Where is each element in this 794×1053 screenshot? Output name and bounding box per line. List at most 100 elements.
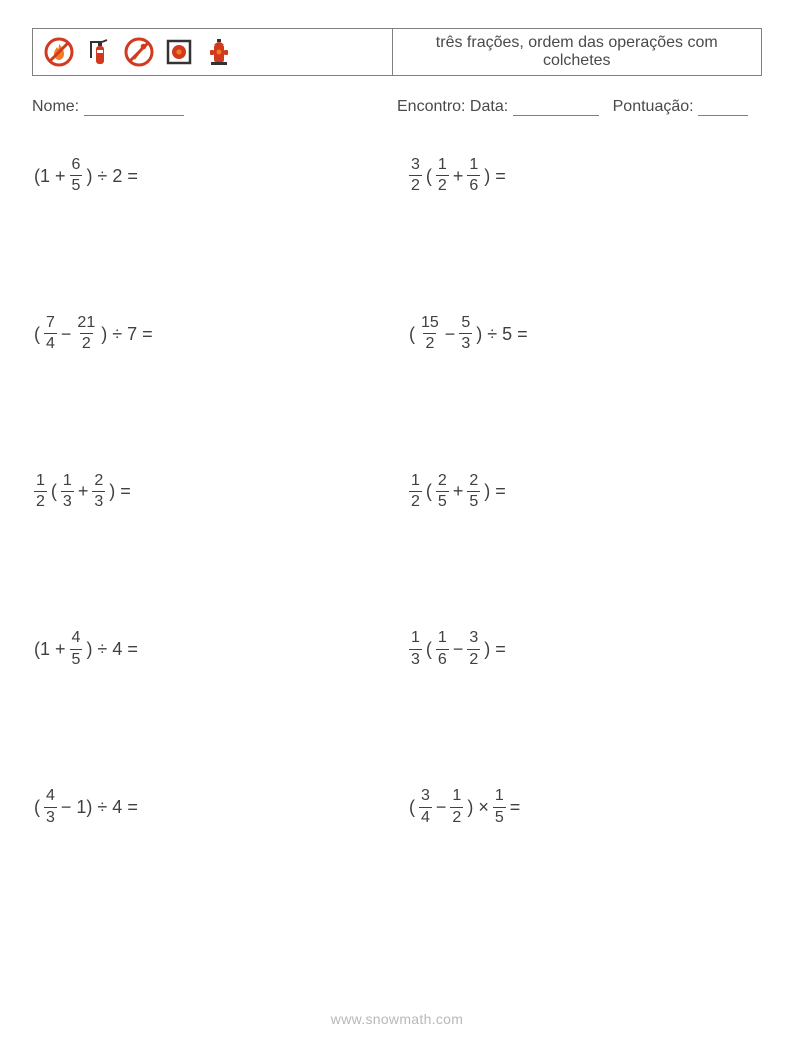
fraction-numerator: 15 <box>419 314 441 333</box>
info-right: Encontro: Data: Pontuação: <box>397 98 762 116</box>
problem-3: (74 − 212) ÷ 7 = <box>32 314 387 354</box>
fraction-denominator: 6 <box>436 649 449 669</box>
problem-10: (34 − 12) × 15 = <box>407 787 762 827</box>
expression-text: + <box>76 482 91 500</box>
fraction-numerator: 1 <box>436 629 449 648</box>
problem-8: 13(16 − 32) = <box>407 629 762 669</box>
fraction-numerator: 1 <box>34 472 47 491</box>
fraction-denominator: 3 <box>92 491 105 511</box>
fraction-numerator: 5 <box>459 314 472 333</box>
expression-text: ( <box>424 167 434 185</box>
fraction-denominator: 3 <box>459 333 472 353</box>
fraction-numerator: 1 <box>409 472 422 491</box>
fraction-numerator: 1 <box>436 156 449 175</box>
fraction: 12 <box>450 787 463 827</box>
expression-text: ) × <box>465 798 491 816</box>
expression-text: ( <box>32 325 42 343</box>
fraction: 152 <box>419 314 441 354</box>
expression-text: − <box>59 325 74 343</box>
fraction: 15 <box>493 787 506 827</box>
fraction-numerator: 3 <box>467 629 480 648</box>
fraction-denominator: 4 <box>44 333 57 353</box>
fraction-denominator: 4 <box>419 807 432 827</box>
fraction-numerator: 7 <box>44 314 57 333</box>
fraction-denominator: 5 <box>70 175 83 195</box>
expression-text: − 1) ÷ 4 = <box>59 798 140 816</box>
fraction: 45 <box>70 629 83 669</box>
fraction: 13 <box>409 629 422 669</box>
expression-text: ( <box>32 798 42 816</box>
expression-text: ) = <box>107 482 133 500</box>
fraction-denominator: 2 <box>467 649 480 669</box>
expression-text: ) ÷ 7 = <box>99 325 154 343</box>
fraction: 34 <box>419 787 432 827</box>
score-blank[interactable] <box>698 100 748 116</box>
fraction: 13 <box>61 472 74 512</box>
fraction-denominator: 3 <box>44 807 57 827</box>
fraction-numerator: 4 <box>70 629 83 648</box>
fraction-numerator: 1 <box>61 472 74 491</box>
fraction-numerator: 6 <box>70 156 83 175</box>
fraction: 12 <box>409 472 422 512</box>
expression-text: ) = <box>482 640 508 658</box>
fraction: 25 <box>467 472 480 512</box>
fraction-numerator: 2 <box>436 472 449 491</box>
worksheet-page: três frações, ordem das operações com co… <box>0 0 794 1053</box>
expression-text: ( <box>407 798 417 816</box>
expression-text: ( <box>49 482 59 500</box>
fraction-denominator: 6 <box>467 175 480 195</box>
problems-grid: (1 + 65) ÷ 2 =32(12 + 16) =(74 − 212) ÷ … <box>32 156 762 827</box>
encounter-label: Encontro: Data: <box>397 98 508 115</box>
fraction-denominator: 5 <box>467 491 480 511</box>
fraction: 212 <box>75 314 97 354</box>
date-blank[interactable] <box>513 100 599 116</box>
fire-extinguisher-icon <box>83 36 115 68</box>
fire-hydrant-icon <box>203 36 235 68</box>
expression-text: + <box>451 167 466 185</box>
fraction: 12 <box>34 472 47 512</box>
problem-7: (1 + 45) ÷ 4 = <box>32 629 387 669</box>
fraction: 25 <box>436 472 449 512</box>
problem-6: 12(25 + 25) = <box>407 472 762 512</box>
info-row: Nome: Encontro: Data: Pontuação: <box>32 98 762 116</box>
footer-watermark: www.snowmath.com <box>0 1011 794 1027</box>
fraction-numerator: 3 <box>419 787 432 806</box>
fraction-denominator: 2 <box>34 491 47 511</box>
expression-text: (1 + <box>32 167 68 185</box>
name-blank[interactable] <box>84 100 184 116</box>
fraction: 16 <box>467 156 480 196</box>
fraction: 65 <box>70 156 83 196</box>
name-label: Nome: <box>32 98 79 115</box>
fraction: 53 <box>459 314 472 354</box>
fraction: 32 <box>409 156 422 196</box>
expression-text: − <box>443 325 458 343</box>
fraction-denominator: 3 <box>61 491 74 511</box>
score-field: Pontuação: <box>613 98 748 116</box>
fraction-numerator: 4 <box>44 787 57 806</box>
fraction: 16 <box>436 629 449 669</box>
expression-text: ( <box>424 640 434 658</box>
expression-text: ) ÷ 4 = <box>84 640 139 658</box>
fraction-denominator: 2 <box>423 333 436 353</box>
fraction: 32 <box>467 629 480 669</box>
problem-1: (1 + 65) ÷ 2 = <box>32 156 387 196</box>
expression-text: ) ÷ 5 = <box>474 325 529 343</box>
no-fire-icon <box>43 36 75 68</box>
expression-text: ( <box>407 325 417 343</box>
fraction-numerator: 2 <box>467 472 480 491</box>
fraction-denominator: 5 <box>436 491 449 511</box>
header-row: três frações, ordem das operações com co… <box>32 28 762 76</box>
problem-4: (152 − 53) ÷ 5 = <box>407 314 762 354</box>
fraction-denominator: 2 <box>80 333 93 353</box>
fraction-numerator: 2 <box>92 472 105 491</box>
worksheet-title: três frações, ordem das operações com co… <box>393 29 762 75</box>
fraction-denominator: 5 <box>493 807 506 827</box>
fraction-numerator: 21 <box>75 314 97 333</box>
fraction: 74 <box>44 314 57 354</box>
fraction-numerator: 1 <box>493 787 506 806</box>
expression-text: = <box>508 798 523 816</box>
problem-5: 12(13 + 23) = <box>32 472 387 512</box>
fraction-numerator: 1 <box>467 156 480 175</box>
expression-text: ) ÷ 2 = <box>84 167 139 185</box>
fraction: 43 <box>44 787 57 827</box>
